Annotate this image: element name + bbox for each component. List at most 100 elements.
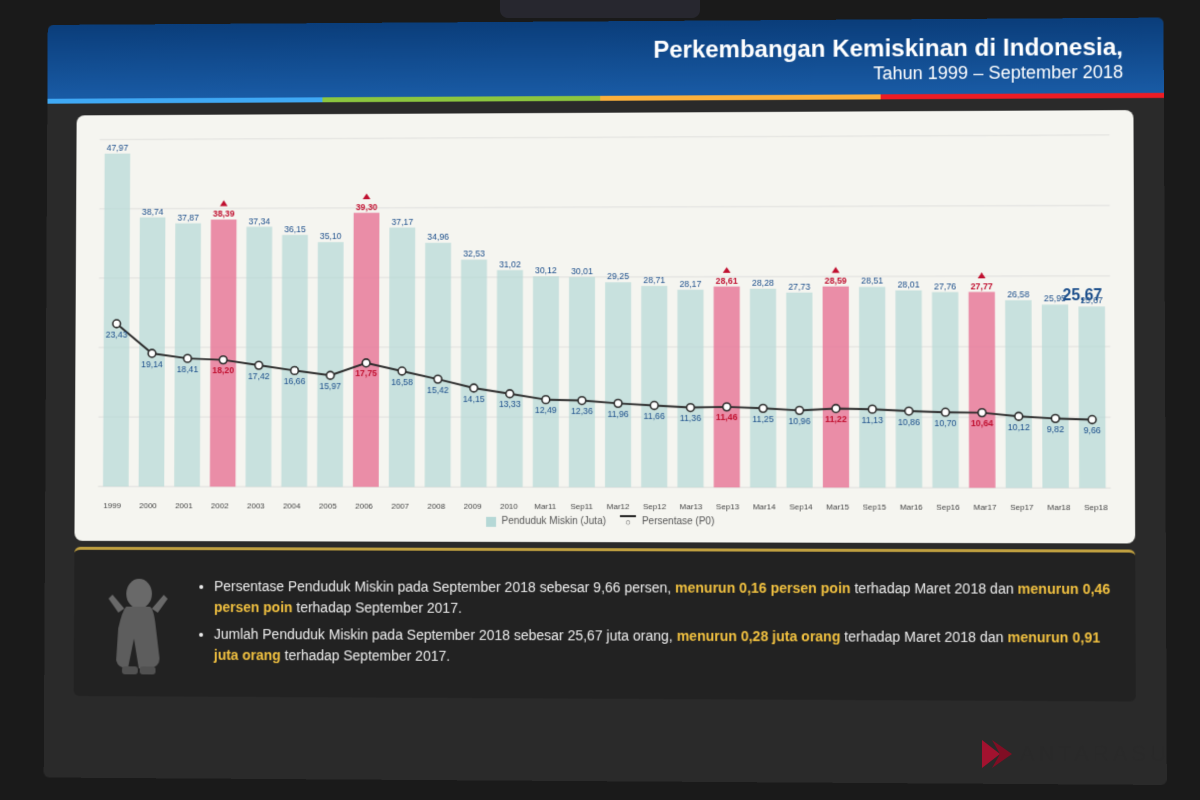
svg-text:28,01: 28,01 (898, 279, 920, 289)
x-tick-label: 2003 (238, 501, 274, 510)
x-tick-label: 2005 (310, 502, 346, 511)
svg-text:30,01: 30,01 (571, 266, 593, 276)
svg-text:12,36: 12,36 (571, 406, 593, 416)
svg-text:15,97: 15,97 (319, 381, 341, 391)
title-main: Perkembangan Kemiskinan di Indonesia, (653, 33, 1123, 64)
x-tick-label: Sep18 (1077, 503, 1114, 512)
footer-bullet: Persentase Penduduk Miskin pada Septembe… (214, 576, 1119, 621)
svg-text:10,86: 10,86 (898, 417, 920, 427)
svg-text:10,96: 10,96 (788, 416, 810, 426)
svg-text:38,74: 38,74 (142, 207, 164, 217)
svg-text:28,28: 28,28 (752, 278, 774, 288)
svg-text:15,42: 15,42 (427, 385, 449, 395)
svg-text:37,17: 37,17 (391, 217, 413, 227)
legend-line-label: Persentase (P0) (642, 516, 714, 527)
svg-text:37,87: 37,87 (177, 212, 199, 222)
x-tick-label: 2008 (418, 502, 454, 511)
x-tick-label: Sep17 (1003, 503, 1040, 512)
slide-footer: Persentase Penduduk Miskin pada Septembe… (74, 547, 1136, 702)
slide-header: Perkembangan Kemiskinan di Indonesia, Ta… (47, 18, 1164, 104)
x-tick-label: Mar11 (527, 502, 563, 511)
svg-text:35,10: 35,10 (320, 231, 342, 241)
x-tick-label: Sep12 (636, 502, 673, 511)
legend-bar-label: Penduduk Miskin (Juta) (502, 516, 606, 527)
title-sub: Tahun 1999 – September 2018 (653, 61, 1123, 85)
svg-text:27,77: 27,77 (971, 281, 993, 291)
svg-text:14,15: 14,15 (463, 394, 485, 404)
svg-text:19,14: 19,14 (141, 359, 163, 369)
footer-text: Persentase Penduduk Miskin pada Septembe… (188, 575, 1119, 675)
x-tick-label: 1999 (94, 501, 130, 510)
x-tick-label: Mar17 (966, 503, 1003, 512)
svg-text:9,66: 9,66 (1084, 425, 1102, 435)
svg-text:16,66: 16,66 (284, 376, 306, 386)
svg-text:11,13: 11,13 (862, 415, 884, 425)
svg-text:17,75: 17,75 (355, 368, 377, 378)
svg-text:27,73: 27,73 (788, 282, 810, 292)
svg-text:18,41: 18,41 (177, 364, 199, 374)
header-stripe (47, 93, 1164, 104)
svg-text:47,97: 47,97 (107, 143, 129, 153)
svg-text:28,61: 28,61 (716, 276, 738, 286)
legend-bar-icon (486, 516, 496, 526)
svg-text:11,46: 11,46 (716, 412, 738, 422)
svg-text:28,59: 28,59 (825, 275, 847, 285)
x-tick-label: 2002 (202, 501, 238, 510)
x-tick-label: Sep16 (930, 503, 967, 512)
x-tick-label: 2010 (491, 502, 527, 511)
title-block: Perkembangan Kemiskinan di Indonesia, Ta… (653, 33, 1123, 85)
svg-text:26,58: 26,58 (1007, 289, 1029, 299)
x-tick-label: Mar18 (1040, 503, 1077, 512)
svg-text:36,15: 36,15 (284, 224, 306, 234)
x-tick-label: 2009 (454, 502, 490, 511)
svg-text:28,71: 28,71 (643, 275, 665, 285)
svg-text:10,64: 10,64 (971, 418, 993, 428)
x-tick-label: Mar13 (673, 502, 710, 511)
x-tick-label: Sep13 (709, 502, 746, 511)
footer-bullet: Jumlah Penduduk Miskin pada September 20… (214, 623, 1120, 669)
svg-text:32,53: 32,53 (463, 249, 485, 259)
svg-text:27,76: 27,76 (934, 281, 956, 291)
x-tick-label: Mar12 (600, 502, 636, 511)
x-tick-label: Mar14 (746, 502, 783, 511)
x-tick-label: Sep11 (563, 502, 599, 511)
svg-text:37,34: 37,34 (249, 216, 271, 226)
legend-line-icon (620, 515, 636, 528)
svg-text:13,33: 13,33 (499, 399, 521, 409)
x-axis-labels: 1999200020012002200320042005200620072008… (88, 499, 1120, 512)
svg-text:38,39: 38,39 (213, 209, 235, 219)
svg-text:30,12: 30,12 (535, 265, 557, 275)
watermark: ANTARASU (978, 736, 1170, 772)
svg-text:11,96: 11,96 (607, 409, 628, 419)
svg-text:12,49: 12,49 (535, 405, 557, 415)
svg-text:28,17: 28,17 (680, 279, 702, 289)
svg-text:25,67: 25,67 (1063, 287, 1103, 304)
x-tick-label: 2004 (274, 501, 310, 510)
x-tick-label: 2000 (130, 501, 166, 510)
svg-text:28,51: 28,51 (861, 276, 883, 286)
monitor-top-reflection (500, 0, 700, 18)
watermark-logo-icon (978, 736, 1014, 772)
svg-text:23,43: 23,43 (106, 329, 128, 339)
svg-text:31,02: 31,02 (499, 259, 521, 269)
svg-text:11,22: 11,22 (825, 414, 847, 424)
chart-panel: 47,97 38,74 37,87 38,39 37,34 36,15 35,10 39,30… (74, 110, 1135, 543)
svg-text:10,70: 10,70 (934, 418, 956, 428)
svg-text:11,36: 11,36 (680, 413, 701, 423)
x-tick-label: Mar16 (893, 503, 930, 512)
chart-legend: Penduduk Miskin (Juta) Persentase (P0) (88, 514, 1121, 529)
svg-text:17,42: 17,42 (248, 371, 270, 381)
x-tick-label: 2006 (346, 502, 382, 511)
x-tick-label: Mar15 (819, 502, 856, 511)
svg-text:39,30: 39,30 (356, 202, 378, 212)
x-tick-label: Sep14 (783, 502, 820, 511)
x-tick-label: Sep15 (856, 503, 893, 512)
presentation-slide: Perkembangan Kemiskinan di Indonesia, Ta… (44, 18, 1167, 785)
svg-text:10,12: 10,12 (1008, 422, 1030, 432)
svg-text:11,25: 11,25 (752, 414, 774, 424)
svg-text:18,20: 18,20 (212, 365, 234, 375)
svg-text:9,82: 9,82 (1047, 424, 1064, 434)
x-tick-label: 2007 (382, 502, 418, 511)
poverty-chart: 47,97 38,74 37,87 38,39 37,34 36,15 35,10 39,30… (88, 118, 1120, 501)
footer-illustration (89, 563, 188, 683)
